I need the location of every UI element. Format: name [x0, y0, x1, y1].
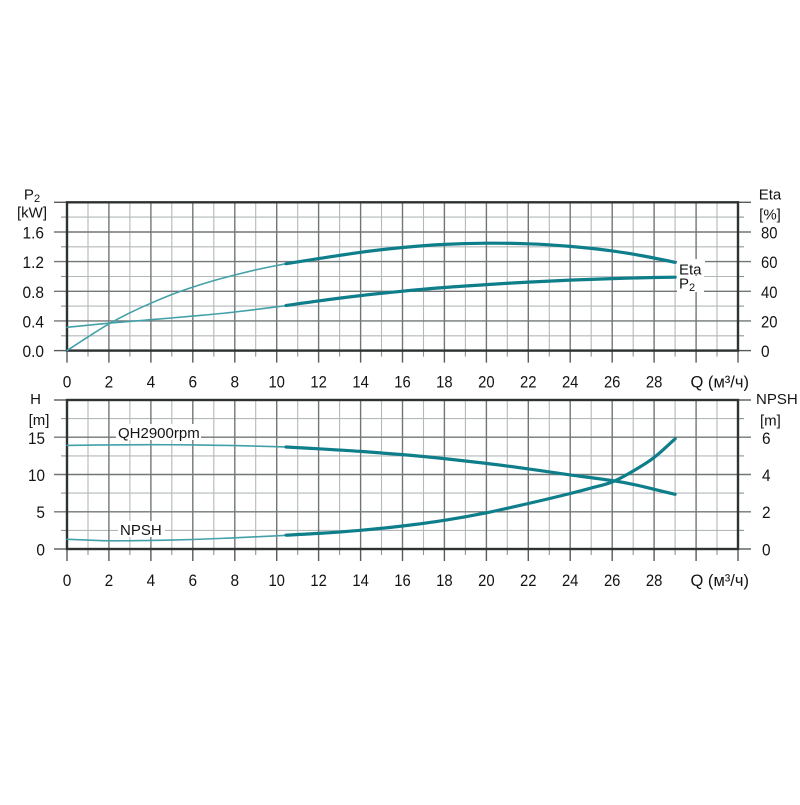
svg-text:0: 0 [761, 342, 770, 361]
svg-text:1.2: 1.2 [23, 253, 45, 272]
svg-text:5: 5 [36, 503, 45, 522]
svg-text:18: 18 [436, 571, 453, 590]
svg-text:4: 4 [147, 372, 156, 391]
svg-text:10: 10 [268, 372, 285, 391]
svg-text:2: 2 [762, 503, 771, 522]
svg-text:8: 8 [231, 372, 240, 391]
svg-text:0: 0 [762, 541, 771, 560]
svg-text:6: 6 [762, 429, 771, 448]
svg-text:0.8: 0.8 [23, 283, 45, 302]
svg-text:2: 2 [105, 372, 114, 391]
svg-text:24: 24 [562, 372, 579, 391]
svg-text:20: 20 [478, 571, 495, 590]
svg-text:Eta: Eta [679, 261, 702, 278]
svg-text:16: 16 [394, 571, 411, 590]
svg-text:H: H [30, 391, 41, 408]
svg-text:NPSH: NPSH [756, 391, 798, 408]
svg-text:0: 0 [63, 571, 72, 590]
svg-text:0.4: 0.4 [23, 312, 45, 331]
svg-text:28: 28 [646, 372, 663, 391]
svg-text:1.6: 1.6 [23, 224, 45, 243]
svg-text:[m]: [m] [29, 412, 50, 429]
svg-text:14: 14 [352, 571, 369, 590]
svg-text:10: 10 [268, 571, 285, 590]
svg-text:8: 8 [231, 571, 240, 590]
svg-text:6: 6 [189, 571, 198, 590]
svg-text:Q (м³/ч): Q (м³/ч) [691, 373, 750, 391]
svg-text:12: 12 [310, 372, 327, 391]
svg-text:28: 28 [646, 571, 663, 590]
svg-text:QH2900rpm: QH2900rpm [118, 425, 200, 442]
svg-text:10: 10 [28, 466, 45, 485]
svg-text:40: 40 [761, 283, 778, 302]
svg-text:15: 15 [28, 429, 45, 448]
svg-text:[kW]: [kW] [17, 205, 47, 222]
svg-text:NPSH: NPSH [120, 522, 162, 539]
svg-text:12: 12 [310, 571, 327, 590]
svg-text:22: 22 [520, 571, 537, 590]
svg-text:14: 14 [352, 372, 369, 391]
svg-text:26: 26 [604, 571, 621, 590]
svg-text:[%]: [%] [759, 207, 781, 224]
svg-text:60: 60 [761, 253, 778, 272]
svg-text:18: 18 [436, 372, 453, 391]
svg-text:22: 22 [520, 372, 537, 391]
svg-text:80: 80 [761, 224, 778, 243]
svg-text:20: 20 [478, 372, 495, 391]
svg-text:16: 16 [394, 372, 411, 391]
svg-text:0: 0 [63, 372, 72, 391]
svg-text:0.0: 0.0 [23, 342, 45, 361]
svg-text:Q (м³/ч): Q (м³/ч) [691, 572, 750, 590]
svg-text:2: 2 [105, 571, 114, 590]
svg-text:Eta: Eta [759, 187, 782, 204]
svg-text:[m]: [m] [760, 413, 781, 430]
svg-text:26: 26 [604, 372, 621, 391]
svg-text:4: 4 [762, 466, 771, 485]
svg-text:6: 6 [189, 372, 198, 391]
svg-text:0: 0 [36, 541, 45, 560]
svg-text:24: 24 [562, 571, 579, 590]
svg-text:20: 20 [761, 312, 778, 331]
svg-text:4: 4 [147, 571, 156, 590]
